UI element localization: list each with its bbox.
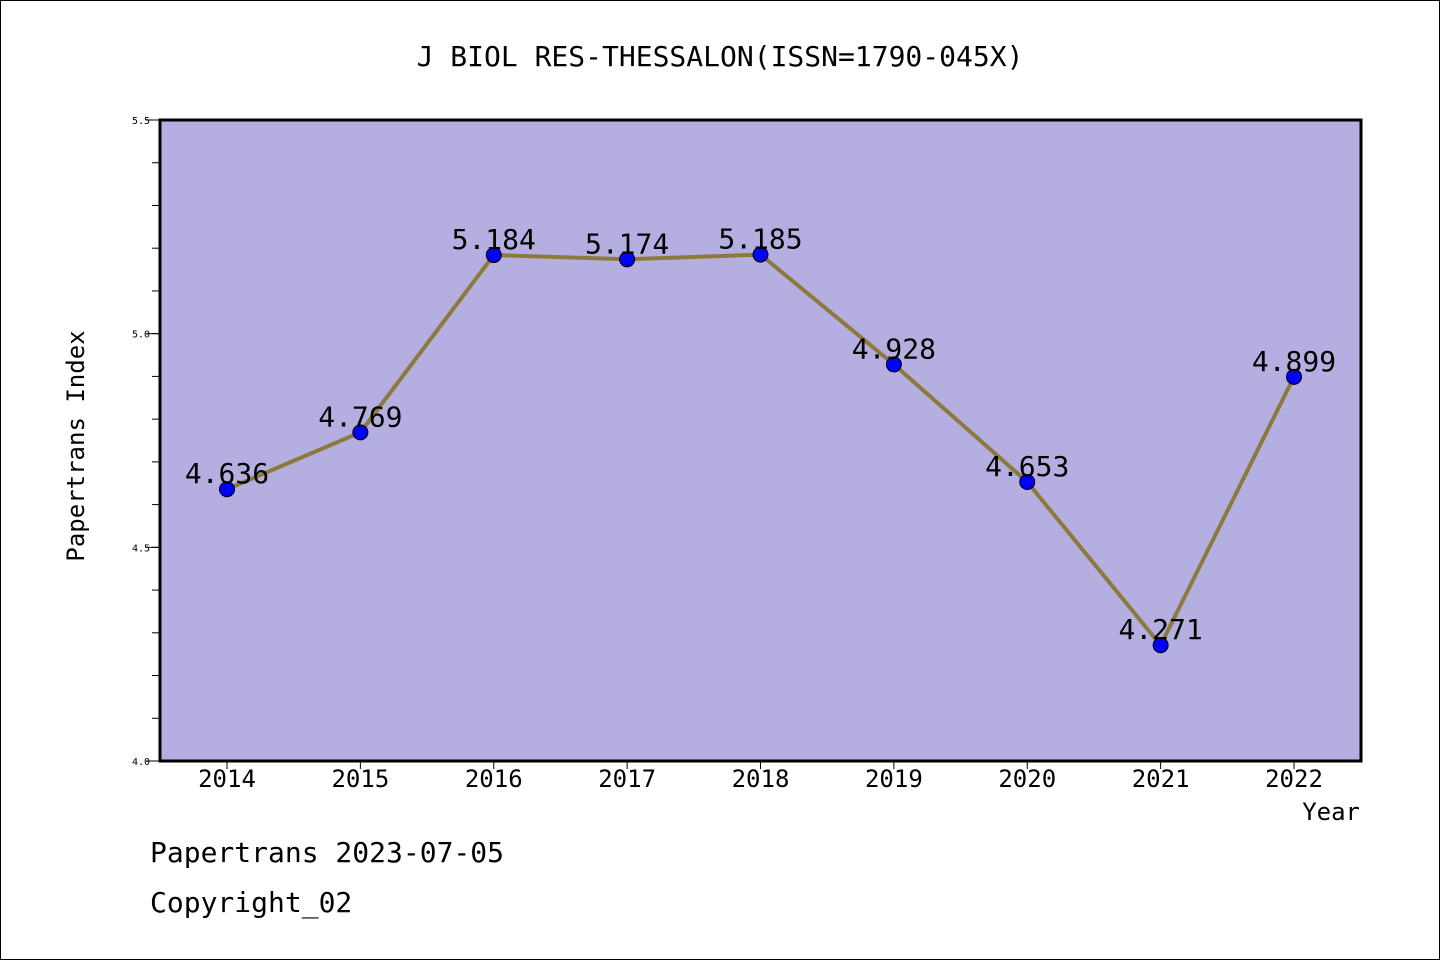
x-tick-label: 2022 (1265, 765, 1323, 793)
data-label: 4.928 (852, 332, 936, 365)
data-point (1286, 368, 1302, 385)
chart-title: J BIOL RES-THESSALON(ISSN=1790-045X) (417, 40, 1024, 73)
data-label: 4.653 (985, 450, 1069, 483)
data-point (485, 247, 502, 264)
data-point (219, 481, 235, 498)
y-axis-label: Papertrans Index (62, 330, 90, 561)
x-tick-label: 2017 (598, 765, 656, 793)
x-axis-ticks: 2014 2015 2016 2017 2018 2019 2020 2021 2022 (198, 761, 1323, 793)
data-label: 5.174 (585, 227, 669, 260)
data-label: 5.184 (452, 223, 536, 256)
data-label: 4.271 (1118, 613, 1202, 646)
x-tick-label: 2014 (198, 765, 256, 793)
y-tick-label: 4.5 (132, 543, 150, 554)
x-tick-label: 2015 (331, 765, 389, 793)
data-labels: 4.636 4.769 5.184 5.174 5.185 4.928 4.653 4.271… (185, 223, 1336, 647)
y-tick-label: 4.0 (132, 757, 150, 768)
plot-area (158, 118, 1363, 763)
y-axis-ticks: 4.0 4.5 5.0 5.5 (132, 116, 160, 768)
data-point (1019, 473, 1036, 490)
data-point (352, 424, 369, 441)
footer-copyright: Copyright_02 (150, 886, 353, 919)
x-tick-label: 2021 (1132, 765, 1190, 793)
data-point (885, 356, 902, 373)
x-tick-label: 2016 (465, 765, 523, 793)
x-tick-label: 2018 (732, 765, 790, 793)
footer-date: Papertrans 2023-07-05 (150, 836, 505, 869)
y-tick-label: 5.0 (132, 330, 150, 341)
data-markers (219, 246, 1302, 654)
x-tick-label: 2019 (865, 765, 923, 793)
data-label: 4.769 (318, 400, 402, 433)
data-label: 4.899 (1252, 345, 1336, 378)
data-point (619, 251, 636, 268)
y-tick-label: 5.5 (132, 116, 150, 127)
data-label: 5.185 (718, 223, 802, 256)
x-axis-label: Year (1302, 798, 1360, 826)
data-point (752, 246, 769, 263)
data-label: 4.636 (185, 457, 269, 490)
data-point (1152, 637, 1169, 654)
x-tick-label: 2020 (998, 765, 1056, 793)
